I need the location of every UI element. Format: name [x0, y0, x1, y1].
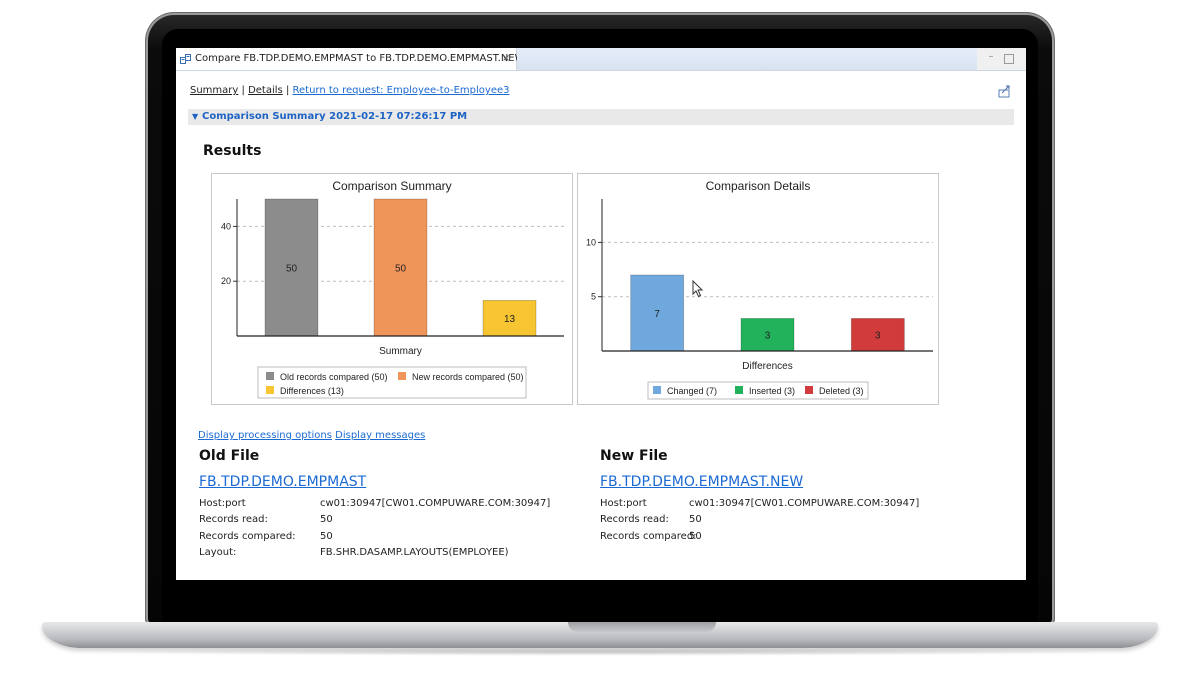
bar	[850, 318, 905, 352]
legend-entry: Old records compared (50)	[280, 372, 388, 382]
info-value: 50	[689, 531, 702, 542]
legend-swatch	[653, 386, 661, 394]
info-label: Records read:	[600, 514, 669, 525]
laptop-base	[42, 622, 1158, 648]
legend-entry: Inserted (3)	[749, 386, 795, 396]
info-label: Host:port	[199, 498, 246, 509]
comparison-details-chart: Comparison Details 5 10 7 3 3 Differences Chang…	[577, 173, 939, 405]
display-processing-options-link[interactable]: Display processing options	[198, 430, 332, 441]
y-tick-label: 10	[586, 237, 596, 247]
details-link[interactable]: Details	[248, 85, 283, 96]
x-axis-label: Differences	[742, 361, 792, 372]
info-row: Host:port cw01:30947[CW01.COMPUWARE.COM:…	[600, 498, 1000, 512]
y-tick-label: 20	[221, 276, 231, 286]
collapse-triangle-icon[interactable]: ▼	[192, 112, 199, 121]
return-to-request-link[interactable]: Return to request: Employee-to-Employee3	[292, 85, 510, 96]
info-value: 50	[320, 531, 333, 542]
comparison-summary-svg: Comparison Summary 20 40 50 50 13 Summary Old r…	[221, 179, 564, 399]
info-row: Host:port cw01:30947[CW01.COMPUWARE.COM:…	[199, 498, 599, 512]
new-file-link[interactable]: FB.TDP.DEMO.EMPMAST.NEW	[600, 474, 804, 490]
minimize-button[interactable]: –	[988, 51, 994, 62]
y-tick-label: 5	[591, 292, 596, 302]
link-separator: |	[285, 85, 290, 96]
old-file-link[interactable]: FB.TDP.DEMO.EMPMAST	[199, 474, 367, 490]
comparison-summary-chart: Comparison Summary 20 40 50 50 13 Summary Old r…	[211, 173, 573, 405]
app-screen: Compare FB.TDP.DEMO.EMPMAST to FB.TDP.DE…	[176, 48, 1026, 580]
comparison-details-svg: Comparison Details 5 10 7 3 3 Differences Chang…	[586, 179, 933, 400]
info-value: 50	[320, 514, 333, 525]
info-label: Layout:	[199, 547, 237, 558]
x-axis-label: Summary	[379, 346, 422, 357]
y-tick-label: 40	[221, 221, 231, 231]
legend-swatch	[266, 386, 274, 394]
info-value: FB.SHR.DASAMP.LAYOUTS(EMPLOYEE)	[320, 547, 509, 558]
info-value: cw01:30947[CW01.COMPUWARE.COM:30947]	[689, 498, 920, 509]
info-value: 50	[689, 514, 702, 525]
legend-swatch	[398, 372, 406, 380]
info-row: Records read: 50	[600, 514, 1000, 528]
maximize-button[interactable]	[1004, 54, 1014, 64]
laptop-shadow	[80, 648, 1120, 656]
bar	[740, 318, 795, 352]
legend-swatch	[805, 386, 813, 394]
compare-icon	[180, 54, 191, 64]
legend-entry: Deleted (3)	[819, 386, 864, 396]
tab-bar-fill	[517, 48, 977, 70]
view-links: Summary | Details | Return to request: E…	[190, 85, 510, 96]
legend-swatch	[266, 372, 274, 380]
legend-entry: Changed (7)	[667, 386, 717, 396]
legend-swatch	[735, 386, 743, 394]
tab-title: Compare FB.TDP.DEMO.EMPMAST to FB.TDP.DE…	[195, 53, 525, 64]
mouse-pointer-icon	[692, 280, 704, 298]
old-file-section: Old File FB.TDP.DEMO.EMPMAST Host:port c…	[199, 448, 550, 558]
new-file-section: New File FB.TDP.DEMO.EMPMAST.NEW Host:po…	[600, 448, 919, 542]
data-label: 50	[395, 264, 407, 275]
info-row: Records compared: 50	[600, 531, 1000, 545]
compare-editor-tab[interactable]: Compare FB.TDP.DEMO.EMPMAST to FB.TDP.DE…	[176, 48, 525, 70]
data-label: 13	[504, 314, 516, 325]
old-file-heading: Old File	[199, 448, 260, 464]
chart-title: Comparison Summary	[332, 179, 451, 193]
info-label: Records compared:	[600, 531, 697, 542]
editor-tab-bar: Compare FB.TDP.DEMO.EMPMAST to FB.TDP.DE…	[176, 48, 1026, 71]
info-label: Host:port	[600, 498, 647, 509]
info-value: cw01:30947[CW01.COMPUWARE.COM:30947]	[320, 498, 551, 509]
legend-entry: New records compared (50)	[412, 372, 524, 382]
info-label: Records read:	[199, 514, 268, 525]
section-title: Comparison Summary 2021-02-17 07:26:17 P…	[202, 111, 468, 122]
data-label: 3	[765, 331, 771, 342]
link-separator: |	[241, 85, 245, 96]
data-label: 3	[875, 331, 881, 342]
info-row: Records compared: 50	[199, 531, 599, 545]
summary-link[interactable]: Summary	[190, 85, 239, 96]
processing-links: Display processing options Display messa…	[198, 430, 425, 441]
legend-entry: Differences (13)	[280, 386, 344, 396]
comparison-summary-section[interactable]: ▼ Comparison Summary 2021-02-17 07:26:17…	[188, 109, 1014, 125]
new-file-heading: New File	[600, 448, 668, 464]
tab-close-icon[interactable]: ×	[502, 53, 511, 64]
display-messages-link[interactable]: Display messages	[335, 430, 426, 441]
results-heading: Results	[203, 143, 262, 159]
info-label: Records compared:	[199, 531, 296, 542]
info-row: Layout: FB.SHR.DASAMP.LAYOUTS(EMPLOYEE)	[199, 547, 599, 561]
data-label: 50	[286, 264, 298, 275]
bar	[630, 274, 685, 352]
info-row: Records read: 50	[199, 514, 599, 528]
chart-title: Comparison Details	[706, 179, 811, 193]
laptop-notch	[568, 622, 716, 632]
data-label: 7	[654, 309, 660, 320]
legend-box	[257, 366, 527, 399]
export-icon[interactable]	[998, 84, 1012, 98]
